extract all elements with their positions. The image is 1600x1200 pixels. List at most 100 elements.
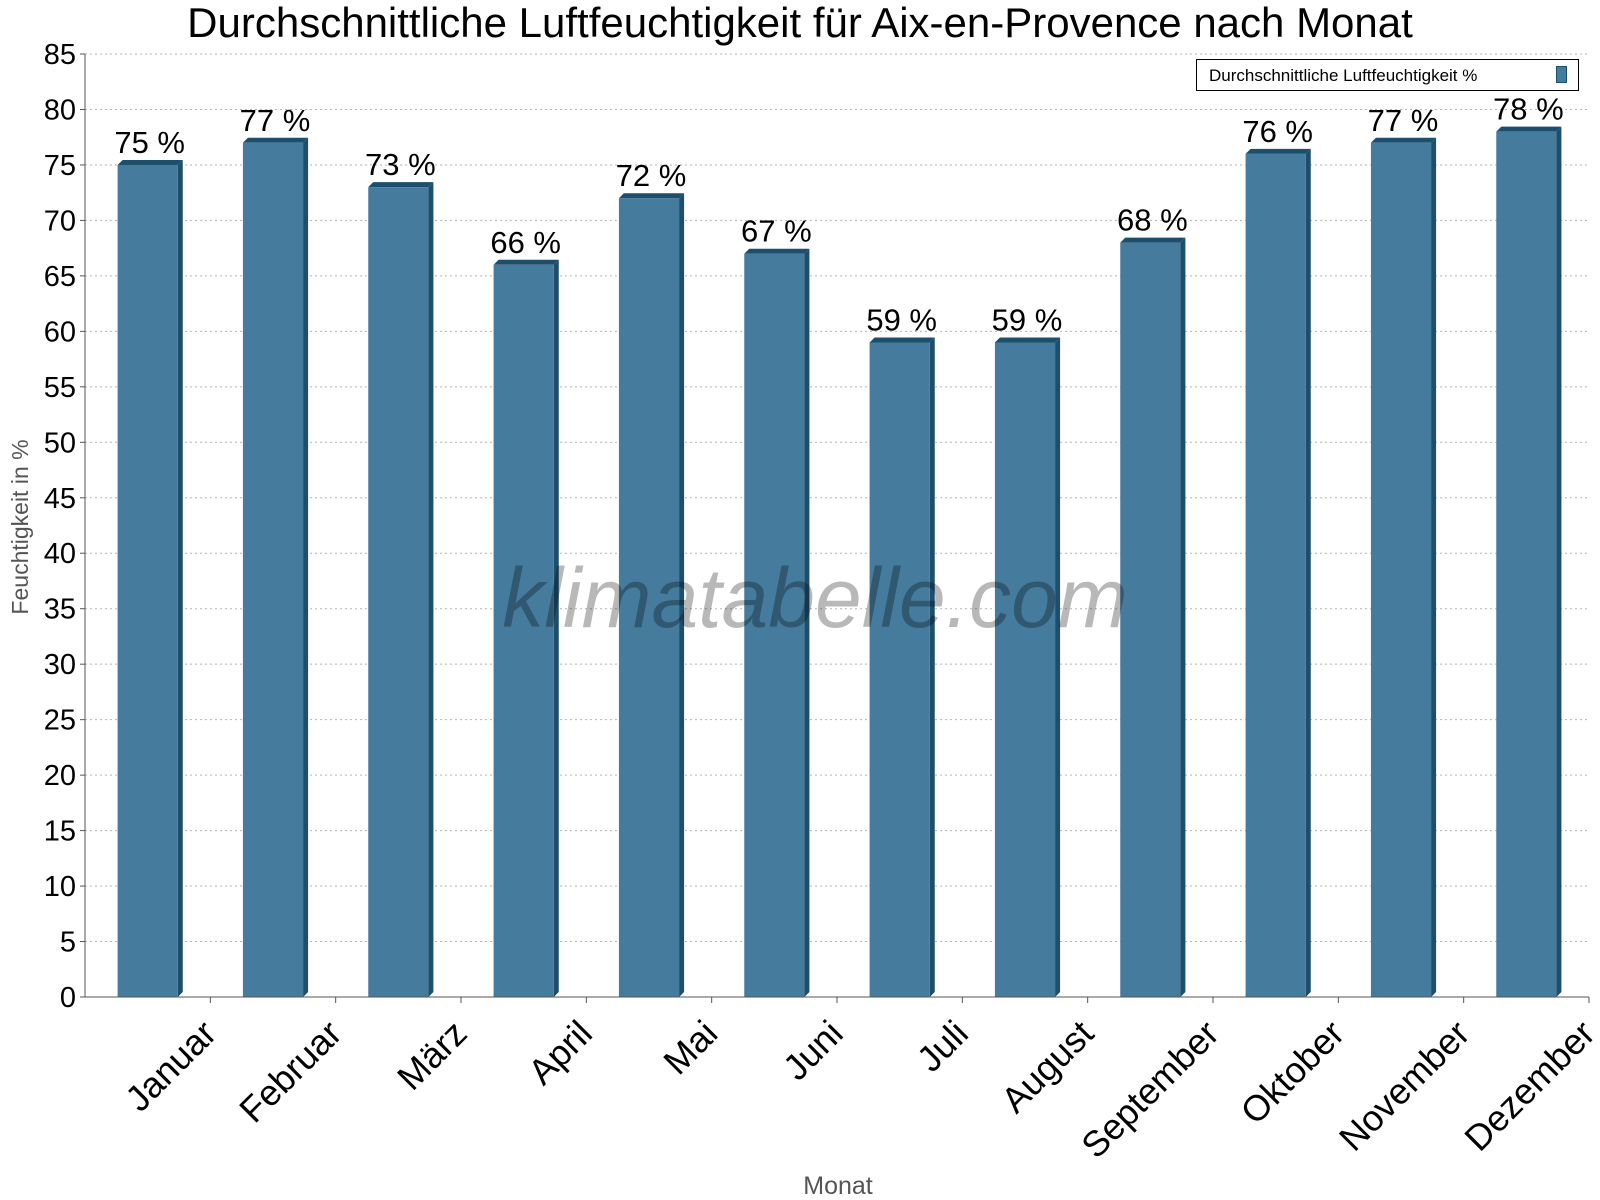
bar-front bbox=[869, 342, 930, 998]
x-tick-label: Februar bbox=[231, 1012, 349, 1130]
legend: Durchschnittliche Luftfeuchtigkeit % bbox=[1196, 59, 1579, 91]
y-tick-label: 70 bbox=[44, 205, 76, 237]
data-label: 59 % bbox=[992, 302, 1063, 337]
bar-side bbox=[553, 259, 559, 998]
bar-front bbox=[618, 198, 680, 998]
bar-side bbox=[303, 137, 309, 998]
y-tick-label: 10 bbox=[44, 871, 76, 903]
x-tick-label: September bbox=[1073, 1012, 1227, 1166]
data-label: 72 % bbox=[616, 158, 687, 193]
x-tick-label: Juli bbox=[909, 1012, 976, 1079]
axes bbox=[80, 53, 1590, 1003]
bar-side bbox=[804, 248, 810, 998]
x-tick-labels: Januar Februar März April Mai Juni Juli AugustS… bbox=[117, 1012, 1600, 1166]
bar bbox=[242, 137, 309, 998]
y-tick-labels: 0 5 10 15 20 25 30 35 40 45 50 55 60 65 70 75 80 85 bbox=[44, 39, 76, 1014]
bar-front bbox=[1370, 142, 1432, 998]
bar-top bbox=[869, 337, 935, 343]
x-tick-label: März bbox=[389, 1012, 475, 1098]
x-tick-label: November bbox=[1331, 1012, 1477, 1158]
bar-side bbox=[1180, 237, 1186, 998]
bar bbox=[117, 159, 183, 998]
bar-front bbox=[368, 187, 429, 998]
bar-top bbox=[1120, 237, 1186, 243]
data-label: 59 % bbox=[866, 302, 937, 337]
x-tick-label: August bbox=[993, 1012, 1101, 1120]
y-tick-label: 35 bbox=[44, 594, 76, 626]
bar-side bbox=[1431, 137, 1437, 998]
y-tick-label: 75 bbox=[44, 150, 76, 182]
data-label: 78 % bbox=[1493, 92, 1564, 127]
bar-side bbox=[679, 193, 685, 998]
bar-top bbox=[744, 248, 810, 254]
bar-top bbox=[994, 337, 1061, 343]
bar bbox=[493, 259, 559, 998]
data-label: 66 % bbox=[490, 225, 561, 260]
y-tick-label: 15 bbox=[44, 816, 76, 848]
x-tick-label: Dezember bbox=[1456, 1012, 1600, 1158]
bar-side bbox=[1556, 126, 1562, 998]
bar-front bbox=[1496, 131, 1557, 998]
y-tick-label: 40 bbox=[44, 538, 76, 570]
bar-side bbox=[428, 182, 434, 998]
x-tick-label: Mai bbox=[655, 1012, 725, 1082]
bar bbox=[1370, 137, 1437, 998]
data-label: 68 % bbox=[1117, 203, 1188, 238]
y-tick-label: 60 bbox=[44, 316, 76, 348]
bar-front bbox=[117, 164, 178, 998]
y-tick-label: 85 bbox=[44, 39, 76, 71]
bar-top bbox=[618, 193, 685, 199]
bar-top bbox=[1370, 137, 1437, 143]
gridlines bbox=[85, 53, 1589, 943]
data-label: 73 % bbox=[365, 147, 436, 182]
legend-swatch bbox=[1556, 66, 1567, 83]
y-tick-label: 65 bbox=[44, 261, 76, 293]
bar bbox=[1496, 126, 1562, 998]
y-tick-label: 30 bbox=[44, 649, 76, 681]
bar-front bbox=[1245, 153, 1306, 998]
bar bbox=[869, 337, 935, 998]
bar bbox=[368, 182, 434, 998]
y-axis-title: Feuchtigkeit in % bbox=[7, 439, 33, 614]
y-tick-label: 20 bbox=[44, 760, 76, 792]
bar-front bbox=[493, 264, 554, 998]
data-label: 77 % bbox=[1368, 103, 1439, 138]
y-tick-label: 25 bbox=[44, 705, 76, 737]
watermark: klimatabelle.com bbox=[502, 551, 1128, 645]
x-tick-label: Oktober bbox=[1232, 1012, 1352, 1132]
bar-top bbox=[368, 182, 434, 188]
bar-top bbox=[117, 159, 183, 165]
bar bbox=[1120, 237, 1186, 998]
bar-front bbox=[994, 342, 1056, 998]
bar-front bbox=[1120, 242, 1181, 998]
y-tick-label: 55 bbox=[44, 372, 76, 404]
bar bbox=[744, 248, 810, 998]
y-tick-label: 50 bbox=[44, 427, 76, 459]
bar-front bbox=[744, 253, 805, 998]
bar bbox=[994, 337, 1061, 998]
data-label: 67 % bbox=[741, 214, 812, 249]
data-label: 77 % bbox=[240, 103, 311, 138]
bar-top bbox=[242, 137, 309, 143]
y-tick-label: 0 bbox=[60, 982, 76, 1014]
bar-side bbox=[177, 159, 183, 998]
x-axis-title: Monat bbox=[803, 1172, 873, 1200]
bar-side bbox=[929, 337, 935, 998]
bar-top bbox=[1496, 126, 1562, 132]
bars bbox=[117, 126, 1562, 998]
legend-label: Durchschnittliche Luftfeuchtigkeit % bbox=[1209, 66, 1478, 85]
data-labels: 75 % 77 % 73 % 66 % 72 % 67 % 59 % 59 % 68 % 76 %… bbox=[114, 92, 1563, 338]
bar-side bbox=[1305, 148, 1311, 998]
data-label: 75 % bbox=[114, 125, 185, 160]
chart-title: Durchschnittliche Luftfeuchtigkeit für A… bbox=[187, 0, 1413, 46]
x-tick-label: Juni bbox=[775, 1012, 851, 1088]
bar-top bbox=[493, 259, 559, 265]
bar-side bbox=[1055, 337, 1061, 998]
y-tick-label: 45 bbox=[44, 483, 76, 515]
bar-top bbox=[1245, 148, 1311, 154]
bar-front bbox=[242, 142, 304, 998]
bar bbox=[618, 193, 685, 998]
y-tick-label: 80 bbox=[44, 94, 76, 126]
data-label: 76 % bbox=[1242, 114, 1313, 149]
